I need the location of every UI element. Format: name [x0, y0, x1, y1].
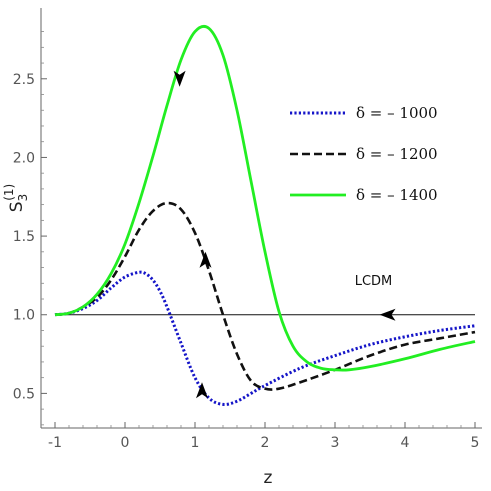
y-tick-label: 1.0 [13, 308, 35, 324]
x-tick-label: 2 [261, 435, 270, 451]
lcdm-label: LCDM [355, 274, 393, 289]
axes: -1 0 1 2 3 4 5 0.5 1.0 1.5 2.0 2.5 [13, 8, 482, 451]
legend-label-1: δ = – 1200 [356, 145, 438, 163]
annotations: LCDM [355, 274, 393, 289]
y-tick-label: 0.5 [13, 386, 35, 402]
x-tick-label: 1 [191, 435, 200, 451]
series-line-1 [54, 201, 476, 391]
arrowhead [199, 251, 212, 268]
x-axis-label: z [264, 468, 273, 488]
y-tick-label: 2.0 [13, 150, 35, 166]
series-line-0 [54, 270, 476, 406]
x-tick-label: 5 [471, 435, 480, 451]
direction-arrow-2 [196, 382, 208, 399]
direction-arrow-3 [379, 308, 396, 321]
direction-arrows [173, 70, 396, 399]
x-tick-label: 0 [121, 435, 130, 451]
direction-arrow-0 [173, 70, 186, 87]
x-tick-label: 3 [331, 435, 340, 451]
arrowhead [173, 70, 186, 87]
legend: δ = – 1000 δ = – 1200 δ = – 1400 [290, 104, 438, 204]
series-line-2 [54, 24, 476, 372]
plot-curves [54, 24, 476, 406]
x-tick-label: 4 [401, 435, 410, 451]
y-tick-label: 2.5 [13, 72, 35, 88]
direction-arrow-1 [199, 251, 212, 268]
y-tick-label: 1.5 [13, 229, 35, 245]
arrowhead [379, 308, 396, 321]
arrowhead [196, 382, 208, 399]
x-tick-label: -1 [48, 435, 62, 451]
legend-label-0: δ = – 1000 [356, 104, 438, 122]
legend-label-2: δ = – 1400 [356, 186, 438, 204]
y-axis-label-subscript: 3 [16, 194, 30, 202]
y-axis-label: S3(1) [2, 184, 30, 212]
y-axis-label-superscript: (1) [2, 184, 16, 201]
y-axis-label-main: S [7, 201, 27, 212]
